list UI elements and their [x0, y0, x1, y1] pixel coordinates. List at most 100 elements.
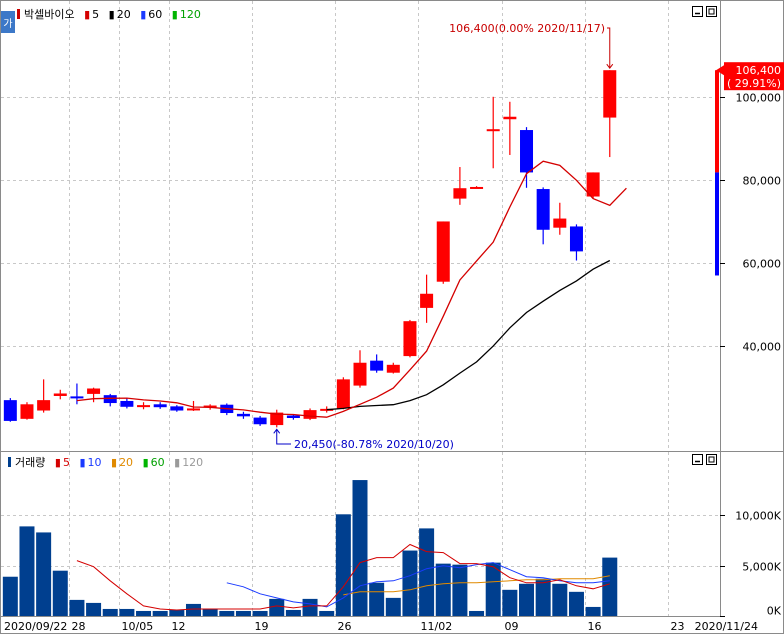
candle-body: [403, 321, 417, 357]
candle-body: [120, 400, 134, 407]
x-tick-label: 10/05: [122, 620, 154, 633]
low-annotation-arrow: [273, 428, 291, 445]
candle-body: [420, 293, 434, 308]
vol-ma60-label: 60: [151, 456, 165, 469]
candle-body: [553, 218, 567, 228]
volume-bar: [452, 564, 468, 616]
vol-ma60-swatch: ▮: [143, 456, 149, 469]
current-change: ( 29.91%): [727, 77, 781, 90]
volume-tick-label: 0K: [767, 605, 782, 618]
volume-bar: [385, 597, 401, 616]
candle-body: [253, 417, 267, 425]
high-annotation-arrow: [606, 27, 614, 70]
ma60-label: 60: [148, 8, 162, 21]
volume-bar: [219, 610, 235, 616]
low-annotation: 20,450(-80.78% 2020/10/20): [294, 438, 454, 451]
price-legend-marker: [17, 9, 20, 19]
price-tick-label: 60,000: [743, 258, 782, 271]
ma-lines: [76, 160, 627, 418]
price-legend: 박셀바이오 ▮ 5 ▮ 20 ▮ 60 ▮ 120: [24, 8, 201, 21]
candle-body: [536, 189, 550, 230]
volume-bar: [169, 609, 185, 616]
volume-bar: [352, 480, 368, 616]
price-axis: 40,000 60,000 80,000 100,000: [720, 92, 781, 354]
candles: [3, 70, 617, 428]
vol-ma5-line: [76, 543, 610, 611]
volume-pane-minimize-button[interactable]: [692, 454, 703, 465]
volume-bar: [269, 598, 285, 616]
volume-pane-maximize-button[interactable]: [706, 454, 717, 465]
candle-body: [203, 405, 217, 408]
candle-body: [486, 129, 500, 132]
price-tab-label: 가: [3, 18, 12, 30]
vol-ma20-swatch: ▮: [111, 456, 117, 469]
candle-body: [303, 410, 317, 419]
vol-ma10-swatch: ▮: [79, 456, 85, 469]
candle-body: [436, 221, 450, 282]
volume-bar: [535, 578, 551, 616]
candle-body: [586, 172, 600, 197]
volume-bar: [69, 599, 85, 616]
volume-legend: 거래량 ▮ 5 ▮ 10 ▮ 20 ▮ 60 ▮ 120: [15, 456, 203, 469]
volume-bar: [552, 583, 568, 616]
price-grid: [1, 1, 720, 451]
vol-ma20-label: 20: [119, 456, 133, 469]
x-tick-label: 26: [338, 620, 352, 633]
candle-body: [3, 400, 17, 421]
volume-bar: [52, 570, 68, 616]
candle-body: [20, 404, 34, 419]
current-price-box: 106,400 ( 29.91%): [716, 62, 784, 91]
candle-body: [170, 406, 184, 411]
candle-body: [386, 364, 400, 373]
volume-bar: [36, 532, 52, 616]
price-tick-label: 40,000: [743, 341, 782, 354]
volume-bar: [402, 550, 418, 616]
x-tick-label: 23: [671, 620, 685, 633]
volume-bar: [136, 610, 152, 616]
volume-bar: [419, 528, 435, 616]
x-tick-label: 11/02: [421, 620, 453, 633]
candle-body: [286, 415, 300, 419]
x-tick-label: 2020/11/24: [695, 620, 758, 633]
volume-bar: [469, 610, 485, 616]
volume-ma-lines: [76, 543, 610, 611]
volume-bar: [2, 576, 18, 616]
volume-bar: [602, 557, 618, 616]
price-tick-label: 80,000: [743, 175, 782, 188]
volume-bar: [252, 610, 268, 616]
current-price: 106,400: [736, 64, 782, 77]
candle-body: [603, 70, 617, 118]
volume-axis: 0K 5,000K 10,000K: [720, 510, 782, 618]
candle-body: [353, 362, 367, 386]
volume-bar: [185, 603, 201, 616]
volume-bar: [152, 610, 168, 616]
volume-bar: [585, 606, 601, 616]
x-tick-label: 2020/09/22: [4, 620, 67, 633]
vol-ma10-label: 10: [88, 456, 102, 469]
ma60-swatch: ▮: [140, 8, 146, 21]
vol-ma20-line: [343, 575, 610, 596]
vol-ma5-swatch: ▮: [55, 456, 61, 469]
volume-bar: [119, 608, 135, 616]
x-tick-label: 09: [505, 620, 519, 633]
volume-bar: [502, 589, 518, 616]
x-tick-label: 12: [172, 620, 186, 633]
candle-body: [186, 408, 200, 411]
volume-tick-label: 5,000K: [742, 561, 781, 574]
candle-body: [336, 379, 350, 409]
candle-body: [270, 412, 284, 426]
range-bar-up: [715, 70, 719, 173]
vol-ma120-swatch: ▮: [174, 456, 180, 469]
price-pane-maximize-button[interactable]: [706, 6, 717, 17]
candle-body: [37, 400, 51, 411]
vol-ma10-line: [226, 562, 610, 608]
high-annotation: 106,400(0.00% 2020/11/17): [449, 22, 605, 35]
price-tab-button[interactable]: [1, 11, 15, 33]
volume-legend-marker: [8, 457, 11, 467]
price-pane-minimize-button[interactable]: [692, 6, 703, 17]
volume-bar: [435, 563, 451, 616]
volume-bar: [102, 608, 118, 616]
ma5-line: [76, 160, 627, 418]
